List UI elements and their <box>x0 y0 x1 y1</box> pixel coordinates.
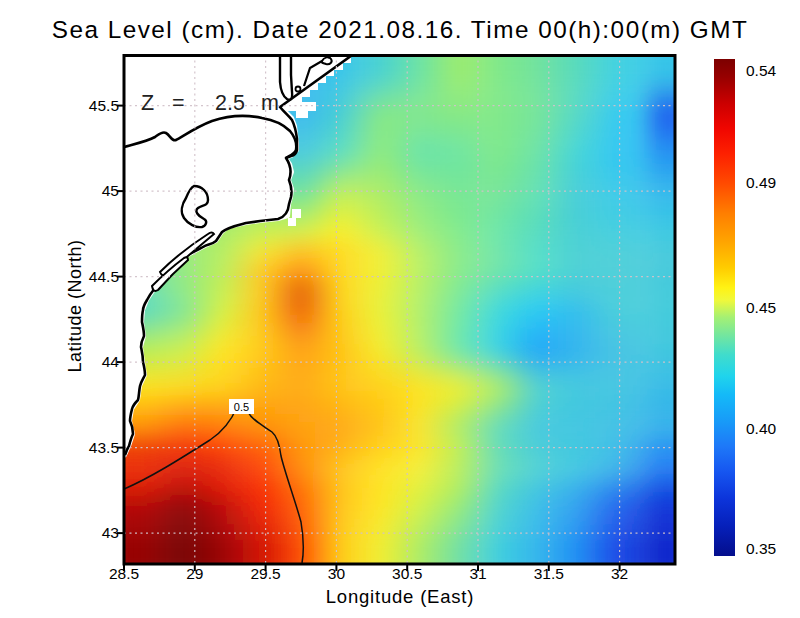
svg-text:0.35: 0.35 <box>746 540 776 557</box>
svg-text:44.5: 44.5 <box>89 268 119 285</box>
svg-text:29.5: 29.5 <box>251 565 281 582</box>
svg-text:31.5: 31.5 <box>534 565 564 582</box>
svg-text:0.45: 0.45 <box>746 299 776 316</box>
svg-text:43.5: 43.5 <box>89 439 119 456</box>
svg-text:44: 44 <box>102 353 120 370</box>
svg-text:28.5: 28.5 <box>109 565 139 582</box>
svg-text:Latitude (North): Latitude (North) <box>65 239 85 372</box>
svg-text:31: 31 <box>469 565 486 582</box>
svg-text:30.5: 30.5 <box>392 565 422 582</box>
svg-text:29: 29 <box>186 565 203 582</box>
svg-text:0.49: 0.49 <box>746 174 776 191</box>
svg-text:0.5: 0.5 <box>234 401 249 413</box>
svg-text:0.54: 0.54 <box>746 62 777 79</box>
svg-text:43: 43 <box>102 524 119 541</box>
svg-text:0.40: 0.40 <box>746 420 777 437</box>
svg-text:Longitude (East): Longitude (East) <box>326 586 475 607</box>
svg-text:45: 45 <box>102 182 119 199</box>
svg-text:32: 32 <box>611 565 628 582</box>
svg-text:Sea Level (cm). Date 2021.08.1: Sea Level (cm). Date 2021.08.16. Time 00… <box>52 16 749 43</box>
svg-text:45.5: 45.5 <box>89 97 119 114</box>
svg-text:30: 30 <box>328 565 346 582</box>
